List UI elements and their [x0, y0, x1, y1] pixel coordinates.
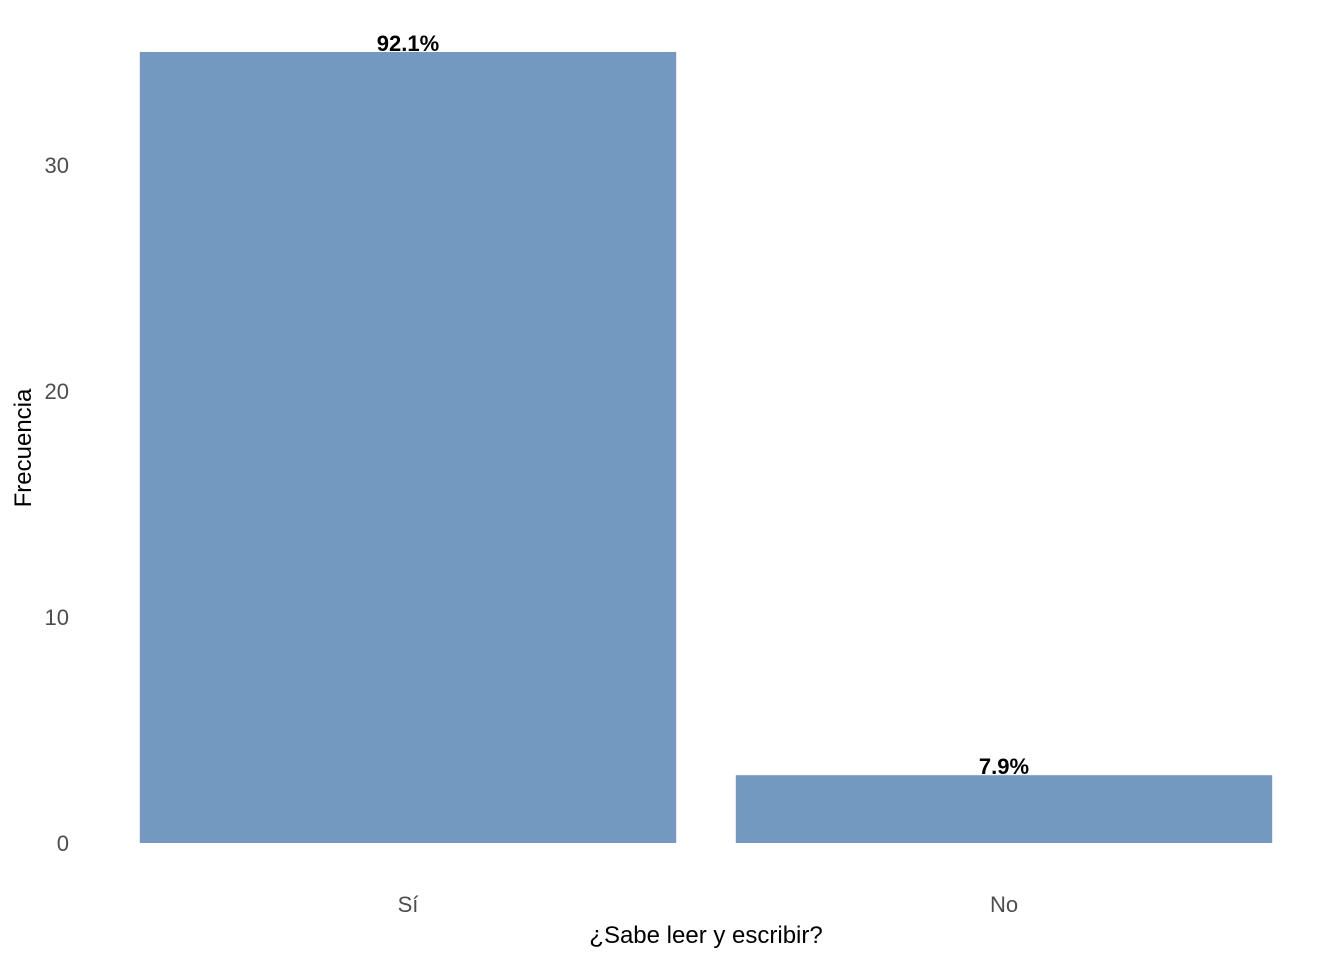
- x-axis-ticks: Sí No: [398, 892, 1018, 917]
- x-tick-label: No: [990, 892, 1018, 917]
- bar: [735, 775, 1273, 843]
- bar: [139, 52, 677, 843]
- bar-data-label: 7.9%: [979, 754, 1029, 779]
- y-tick-label: 10: [45, 605, 69, 630]
- y-axis-title: Frecuencia: [10, 388, 37, 507]
- data-labels-group: 92.1% 7.9%: [377, 31, 1029, 779]
- y-axis-ticks: 0 10 20 30: [45, 153, 69, 856]
- y-tick-label: 30: [45, 153, 69, 178]
- bars-group: [139, 52, 1273, 843]
- bar-data-label: 92.1%: [377, 31, 439, 56]
- x-axis-title: ¿Sabe leer y escribir?: [589, 922, 822, 949]
- x-tick-label: Sí: [398, 892, 419, 917]
- y-tick-label: 20: [45, 379, 69, 404]
- y-tick-label: 0: [57, 831, 69, 856]
